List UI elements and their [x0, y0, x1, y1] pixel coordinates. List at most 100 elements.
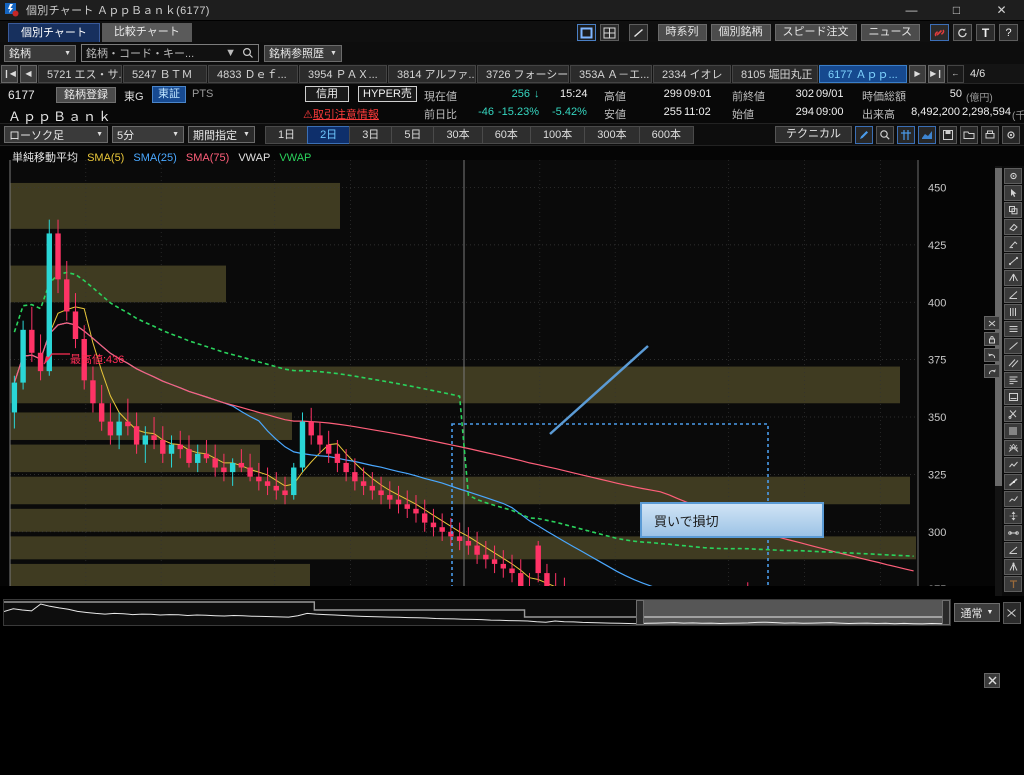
last-page-icon[interactable]: ▶❙ [928, 65, 945, 83]
close-button[interactable]: ✕ [979, 0, 1024, 21]
range-1day[interactable]: 1日 [265, 126, 308, 144]
range-600bars[interactable]: 600本 [639, 126, 694, 144]
help-icon[interactable]: ? [999, 24, 1018, 41]
chevron-down-icon[interactable]: ▼ [225, 47, 236, 59]
speed-order-button[interactable]: スピード注文 [775, 24, 857, 41]
register-symbol-button[interactable]: 銘柄登録 [56, 87, 116, 103]
navigator-minichart[interactable] [3, 599, 951, 626]
symbol-tab-3954[interactable]: 3954 ＰＡＸ... [299, 65, 387, 83]
copy-icon[interactable] [1004, 202, 1022, 218]
symbol-tab-5247[interactable]: 5247 ＢＴＭ [123, 65, 207, 83]
eraser-icon[interactable] [1004, 219, 1022, 235]
trendline-icon[interactable] [1004, 253, 1022, 269]
horizontal-lines-icon[interactable] [1004, 321, 1022, 337]
navigator-selection[interactable] [644, 600, 950, 625]
zoom-icon[interactable] [876, 126, 894, 144]
range-100bars[interactable]: 100本 [530, 126, 585, 144]
link-icon[interactable] [930, 24, 949, 41]
period-select[interactable]: 期間指定 ▼ [188, 126, 255, 143]
technical-button[interactable]: テクニカル [775, 126, 852, 143]
symbol-tab-5721[interactable]: 5721 エス・サ... [38, 65, 122, 83]
text-lines-icon[interactable] [1004, 372, 1022, 388]
individual-symbol-button[interactable]: 個別銘柄 [711, 24, 771, 41]
symbol-tab-8105[interactable]: 8105 堀田丸正 [732, 65, 818, 83]
hyper-sell-button[interactable]: HYPER売 [358, 86, 417, 102]
margin-trade-button[interactable]: 信用 [305, 86, 349, 102]
interval-select[interactable]: 5分 ▼ [112, 126, 184, 143]
next-icon[interactable]: ▶ [909, 65, 926, 83]
label-box-icon[interactable] [1004, 389, 1022, 405]
gann-fan-icon[interactable] [1004, 440, 1022, 456]
symbol-search-input[interactable]: 銘柄・コード・キー... ▼ [81, 44, 259, 62]
market-pts-button[interactable]: PTS [192, 88, 213, 100]
navigator-left-handle[interactable] [636, 600, 644, 625]
lock-icon[interactable] [984, 332, 1000, 346]
parallel-lines-icon[interactable] [1004, 355, 1022, 371]
symbol-tab-4833[interactable]: 4833 Ｄｅｆ... [208, 65, 298, 83]
scissors-icon[interactable] [1004, 406, 1022, 422]
chart-canvas[interactable]: 45042540037535032530027525009/0110:0011:… [0, 146, 1024, 586]
navigator-mode-select[interactable]: 通常 ▼ [954, 603, 1000, 622]
tab-individual-chart[interactable]: 個別チャート [8, 23, 100, 42]
symbol-kind-select[interactable]: 銘柄 ▼ [4, 45, 76, 62]
trade-warning-link[interactable]: ⚠取引注意情報 [303, 106, 379, 122]
grid-pane-icon[interactable] [600, 24, 619, 41]
highlight-line-icon[interactable] [1004, 474, 1022, 490]
angle-icon[interactable] [1004, 287, 1022, 303]
fan-lines-icon[interactable] [1004, 270, 1022, 286]
trend-icon[interactable] [918, 126, 936, 144]
angle-measure-icon[interactable] [1004, 542, 1022, 558]
move-icon[interactable] [1004, 508, 1022, 524]
symbol-tab-353A[interactable]: 353A Ａ－エ... [570, 65, 652, 83]
range-5day[interactable]: 5日 [391, 126, 434, 144]
crosshair-icon[interactable] [897, 126, 915, 144]
line-icon[interactable] [629, 24, 648, 41]
symbol-tab-6177[interactable]: 6177 Ａｐｐ... [819, 65, 907, 83]
search-icon[interactable] [242, 47, 254, 59]
single-pane-icon[interactable] [577, 24, 596, 41]
undo-icon[interactable] [984, 348, 1000, 362]
text-tool-icon[interactable]: T [976, 24, 995, 41]
news-button[interactable]: ニュース [861, 24, 920, 41]
maximize-button[interactable]: □ [934, 0, 979, 21]
symbol-tab-2334[interactable]: 2334 イオレ [653, 65, 731, 83]
reference-history-select[interactable]: 銘柄参照歴 ▼ [264, 45, 342, 62]
chart-area[interactable]: 単純移動平均 SMA(5) SMA(25) SMA(75) VWAP VWAP … [0, 146, 1024, 775]
pencil-icon[interactable] [855, 126, 873, 144]
vertical-lines-icon[interactable] [1004, 304, 1022, 320]
range-60bars[interactable]: 60本 [482, 126, 531, 144]
chart-type-select[interactable]: ローソク足 ▼ [4, 126, 108, 143]
minimize-button[interactable]: — [889, 0, 934, 21]
text-tool-icon[interactable] [1004, 576, 1022, 592]
volume-close-icon[interactable] [984, 673, 1000, 688]
measure-icon[interactable] [1004, 525, 1022, 541]
tab-compare-chart[interactable]: 比較チャート [102, 23, 192, 42]
redo-icon[interactable] [984, 364, 1000, 378]
gear-icon[interactable] [1002, 126, 1020, 144]
zigzag-icon[interactable] [1004, 457, 1022, 473]
back-arrow-icon[interactable]: ← [947, 65, 964, 83]
range-2day[interactable]: 2日 [307, 126, 350, 144]
timeseries-button[interactable]: 時系列 [658, 24, 707, 41]
range-3day[interactable]: 3日 [349, 126, 392, 144]
erase-all-icon[interactable] [1004, 236, 1022, 252]
fan-icon[interactable] [1004, 559, 1022, 575]
polyline-icon[interactable] [1004, 491, 1022, 507]
axis-collapse-icon[interactable] [984, 316, 1000, 330]
navigator-right-handle[interactable] [942, 600, 950, 625]
navigator-extra-icon[interactable] [1003, 602, 1021, 624]
annotation-note-box[interactable]: 買いで損切 [640, 502, 824, 538]
market-tse-button[interactable]: 東証 [152, 86, 186, 103]
refresh-icon[interactable] [953, 24, 972, 41]
symbol-tab-3726[interactable]: 3726 フォーシー... [477, 65, 569, 83]
cursor-icon[interactable] [1004, 185, 1022, 201]
first-page-icon[interactable]: ❙◀ [1, 65, 18, 83]
print-icon[interactable] [981, 126, 999, 144]
gear-icon[interactable] [1004, 168, 1022, 184]
prev-icon[interactable]: ◀ [20, 65, 37, 83]
range-300bars[interactable]: 300本 [584, 126, 639, 144]
save-icon[interactable] [939, 126, 957, 144]
grid-vertical-icon[interactable] [1004, 423, 1022, 439]
folder-icon[interactable] [960, 126, 978, 144]
symbol-tab-3814[interactable]: 3814 アルファ... [388, 65, 476, 83]
